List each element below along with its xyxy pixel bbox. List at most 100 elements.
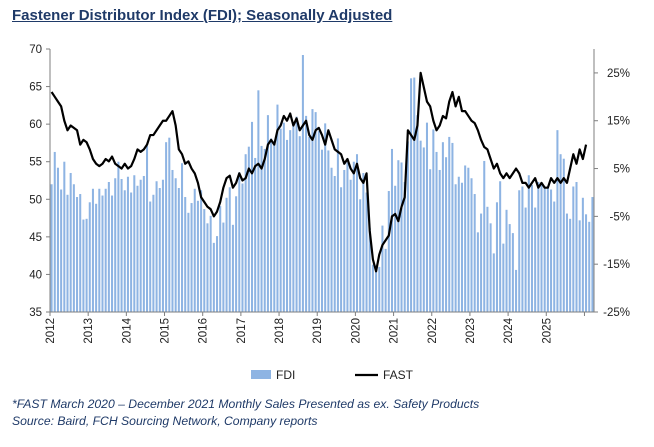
left-tick-label: 60 [29, 119, 42, 131]
fdi-bar [368, 227, 371, 312]
fdi-bar [123, 190, 126, 312]
fdi-bar [569, 218, 572, 312]
fdi-bar [168, 137, 171, 312]
fdi-bar [295, 116, 298, 312]
fdi-bar [85, 218, 88, 312]
fdi-bar [260, 145, 263, 312]
fdi-bar [543, 188, 546, 312]
x-tick-label: 2018 [274, 318, 286, 344]
fdi-bar [352, 161, 355, 312]
fdi-bar [371, 264, 374, 312]
fdi-bar [400, 162, 403, 312]
fdi-bar [285, 139, 289, 312]
fdi-bar [527, 175, 530, 312]
x-tick-label: 2024 [503, 317, 515, 343]
fdi-bar [165, 142, 168, 312]
fdi-bar [235, 196, 238, 312]
fdi-bar [231, 224, 234, 312]
fdi-bar [266, 115, 269, 312]
fdi-bar [158, 188, 161, 312]
fdi-bar [343, 169, 346, 312]
right-tick-label: 5% [613, 164, 630, 176]
fdi-bar [136, 185, 139, 312]
fdi-bar [79, 194, 82, 312]
fdi-bar [486, 206, 489, 312]
fdi-bar [117, 161, 120, 312]
fdi-bar [375, 265, 378, 312]
fdi-bar [56, 167, 59, 312]
fdi-bar [340, 187, 343, 312]
fdi-bar [63, 161, 66, 312]
footnote-fast-note: *FAST March 2020 – December 2021 Monthly… [12, 397, 480, 411]
fdi-bar [247, 146, 250, 312]
x-tick-label: 2017 [236, 318, 248, 344]
fdi-bar [435, 151, 438, 312]
fdi-bar [438, 169, 441, 312]
fdi-bar [171, 169, 174, 312]
fdi-bar [216, 236, 219, 312]
x-tick-label: 2012 [45, 318, 57, 344]
fdi-bar [521, 186, 524, 312]
fdi-bar [432, 129, 435, 312]
chart-title: Fastener Distributor Index (FDI); Season… [12, 7, 393, 24]
fdi-bar [394, 185, 397, 312]
fdi-bar [107, 182, 110, 312]
fdi-bar [193, 188, 196, 312]
fdi-bar [308, 136, 311, 312]
right-tick-label: 25% [607, 68, 630, 80]
fdi-bar [378, 266, 381, 312]
fdi-bar [152, 194, 155, 312]
fdi-bar [101, 195, 104, 312]
fdi-bar [336, 138, 339, 312]
fdi-bar [298, 136, 301, 312]
fdi-bar [511, 233, 514, 312]
fdi-bar [565, 213, 568, 312]
fdi-bar [581, 197, 584, 312]
legend-fast-label: FAST [383, 368, 414, 382]
fdi-bar [254, 157, 257, 312]
fdi-bar [190, 203, 193, 312]
left-tick-label: 55 [29, 157, 42, 169]
fdi-bar [95, 203, 98, 312]
x-tick-label: 2015 [160, 318, 172, 344]
fdi-bar [174, 178, 177, 312]
fdi-bar [219, 206, 222, 312]
fdi-bar [133, 175, 136, 312]
fdi-bar [238, 172, 241, 312]
fdi-bar [228, 187, 231, 312]
fdi-bar [508, 224, 511, 312]
fdi-bar [457, 176, 460, 312]
fdi-bar [244, 154, 247, 312]
fdi-bar [495, 202, 498, 312]
left-tick-label: 35 [29, 307, 42, 319]
fdi-bar [327, 150, 330, 312]
fdi-bar [69, 172, 72, 312]
fdi-bar [483, 160, 486, 312]
fdi-bar [76, 197, 79, 312]
fast-line [50, 71, 588, 273]
left-tick-label: 40 [29, 269, 42, 281]
right-tick-label: -25% [603, 307, 630, 319]
fdi-bar [387, 191, 390, 312]
fdi-bar [550, 189, 553, 312]
fdi-bar [126, 176, 129, 312]
fdi-bar [556, 130, 559, 312]
fdi-bar [416, 115, 419, 312]
x-tick-label: 2021 [389, 318, 401, 344]
fdi-bar [572, 186, 575, 312]
fdi-bar [311, 109, 314, 312]
fdi-bar [349, 179, 352, 312]
fdi-bar [241, 183, 244, 312]
fdi-bar [146, 145, 149, 312]
x-tick-label: 2020 [350, 318, 362, 344]
fdi-bar [540, 185, 543, 312]
fdi-bar [72, 184, 75, 312]
fdi-bar [196, 200, 199, 312]
fdi-bar [451, 142, 454, 312]
fdi-bar [330, 167, 333, 312]
fdi-bar [359, 199, 362, 312]
fdi-bar [365, 192, 368, 312]
fdi-bar [476, 232, 479, 312]
fdi-bar [142, 175, 145, 312]
